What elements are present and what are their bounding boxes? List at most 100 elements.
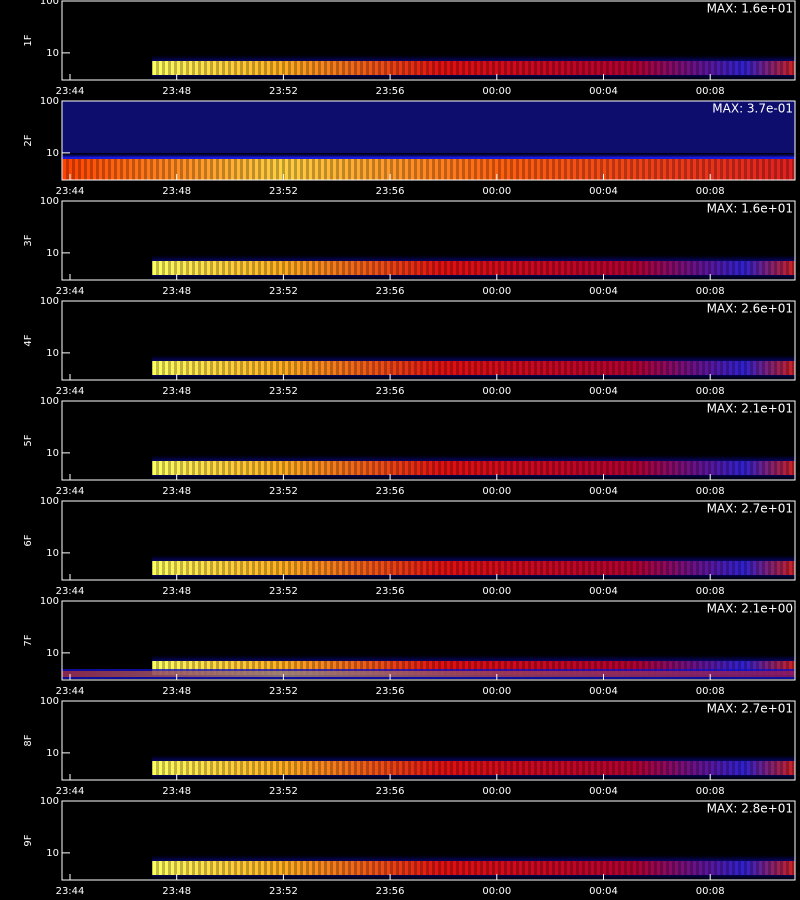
y-tick-label: 100: [40, 696, 59, 707]
y-tick-label: 10: [46, 148, 59, 159]
y-axis-label: 6F: [23, 534, 34, 546]
spectrogram-texture: [152, 261, 795, 275]
x-tick-label: 23:48: [162, 386, 191, 397]
y-axis-label: 9F: [23, 834, 34, 846]
y-tick-label: 100: [40, 0, 59, 7]
x-tick-label: 23:52: [269, 686, 298, 697]
spectrogram-texture: [62, 671, 795, 677]
y-axis-label: 7F: [23, 634, 34, 646]
x-tick-label: 23:48: [162, 786, 191, 797]
x-tick-label: 00:08: [696, 786, 725, 797]
x-tick-label: 00:04: [589, 386, 618, 397]
x-tick-label: 23:56: [376, 786, 405, 797]
x-tick-label: 00:04: [589, 286, 618, 297]
panel: 10 100 4F MAX: 2.6e+01 23:44 23:48 23:52 23:56 0…: [23, 296, 796, 397]
x-tick-label: 23:48: [162, 586, 191, 597]
x-tick-label: 00:08: [696, 886, 725, 897]
max-annotation: MAX: 3.7e-01: [712, 102, 793, 116]
spectrogram-texture: [152, 361, 795, 375]
plot-frame: [61, 100, 796, 181]
y-tick-label: 100: [40, 796, 59, 807]
x-tick-label: 00:08: [696, 186, 725, 197]
x-tick-label: 00:08: [696, 386, 725, 397]
panel: 10 100 8F MAX: 2.7e+01 23:44 23:48 23:52 23:56 0…: [23, 696, 796, 797]
x-tick-label: 23:52: [269, 386, 298, 397]
y-tick-label: 100: [40, 396, 59, 407]
panel: 10 100 2F MAX: 3.7e-01 23:44 23:48 23:52 23:56 0…: [23, 96, 796, 197]
x-tick-label: 23:52: [269, 486, 298, 497]
max-annotation: MAX: 1.6e+01: [707, 202, 793, 216]
panel: 10 100 7F MAX: 2.1e+00 23:44 23:48 23:52 23:56 0…: [23, 596, 796, 697]
x-tick-label: 00:00: [482, 786, 511, 797]
x-tick-label: 23:48: [162, 686, 191, 697]
y-axis-label: 2F: [23, 134, 34, 146]
plot-frame: [61, 400, 796, 481]
spectrogram-texture: [152, 561, 795, 575]
x-tick-label: 23:44: [56, 286, 85, 297]
x-tick-label: 00:00: [482, 486, 511, 497]
x-tick-label: 23:44: [56, 586, 85, 597]
x-tick-label: 23:56: [376, 486, 405, 497]
x-tick-label: 23:52: [269, 186, 298, 197]
x-tick-label: 23:56: [376, 286, 405, 297]
x-tick-label: 00:00: [482, 886, 511, 897]
max-annotation: MAX: 2.7e+01: [707, 502, 793, 516]
max-annotation: MAX: 2.7e+01: [707, 702, 793, 716]
x-tick-label: 00:00: [482, 286, 511, 297]
x-tick-label: 23:44: [56, 886, 85, 897]
y-tick-label: 100: [40, 596, 59, 607]
panel: 10 100 9F MAX: 2.8e+01 23:44 23:48 23:52 23:56 0…: [23, 796, 796, 897]
x-tick-label: 23:48: [162, 886, 191, 897]
y-tick-label: 10: [46, 348, 59, 359]
x-tick-label: 23:52: [269, 86, 298, 97]
panel: 10 100 3F MAX: 1.6e+01 23:44 23:48 23:52 23:56 0…: [23, 196, 796, 297]
spectrogram-texture: [152, 461, 795, 475]
spectrogram-texture: [152, 761, 795, 775]
y-axis-label: 4F: [23, 334, 34, 346]
plot-frame: [61, 600, 796, 681]
max-annotation: MAX: 2.1e+00: [707, 602, 793, 616]
x-tick-label: 00:08: [696, 686, 725, 697]
x-tick-label: 00:04: [589, 586, 618, 597]
panel: 10 100 6F MAX: 2.7e+01 23:44 23:48 23:52 23:56 0…: [23, 496, 796, 597]
x-tick-label: 00:04: [589, 886, 618, 897]
x-tick-label: 00:04: [589, 786, 618, 797]
x-tick-label: 23:52: [269, 886, 298, 897]
plot-frame: [61, 0, 796, 81]
spectrogram-texture: [62, 159, 795, 180]
spectrogram-noise: [62, 101, 795, 153]
x-tick-label: 23:56: [376, 886, 405, 897]
plot-frame: [61, 200, 796, 281]
x-tick-label: 23:56: [376, 86, 405, 97]
y-tick-label: 100: [40, 196, 59, 207]
x-tick-label: 00:00: [482, 686, 511, 697]
x-tick-label: 23:48: [162, 286, 191, 297]
y-tick-label: 10: [46, 48, 59, 59]
x-tick-label: 23:44: [56, 786, 85, 797]
x-tick-label: 23:48: [162, 86, 191, 97]
panel: 10 100 1F MAX: 1.6e+01 23:44 23:48 23:52 23:56 0…: [23, 0, 796, 97]
x-tick-label: 23:44: [56, 386, 85, 397]
max-annotation: MAX: 2.1e+01: [707, 402, 793, 416]
x-tick-label: 00:04: [589, 186, 618, 197]
y-tick-label: 10: [46, 848, 59, 859]
max-annotation: MAX: 1.6e+01: [707, 2, 793, 16]
y-tick-label: 100: [40, 296, 59, 307]
x-tick-label: 23:48: [162, 486, 191, 497]
x-tick-label: 23:56: [376, 586, 405, 597]
y-tick-label: 10: [46, 648, 59, 659]
spectrogram-texture: [152, 861, 795, 875]
x-tick-label: 23:56: [376, 686, 405, 697]
x-tick-label: 23:52: [269, 786, 298, 797]
plot-frame: [61, 800, 796, 881]
x-tick-label: 00:08: [696, 86, 725, 97]
x-tick-label: 00:08: [696, 286, 725, 297]
x-tick-label: 00:04: [589, 486, 618, 497]
plot-frame: [61, 300, 796, 381]
x-tick-label: 23:56: [376, 386, 405, 397]
plot-frame: [61, 700, 796, 781]
y-tick-label: 10: [46, 748, 59, 759]
x-tick-label: 00:00: [482, 586, 511, 597]
y-tick-label: 100: [40, 96, 59, 107]
